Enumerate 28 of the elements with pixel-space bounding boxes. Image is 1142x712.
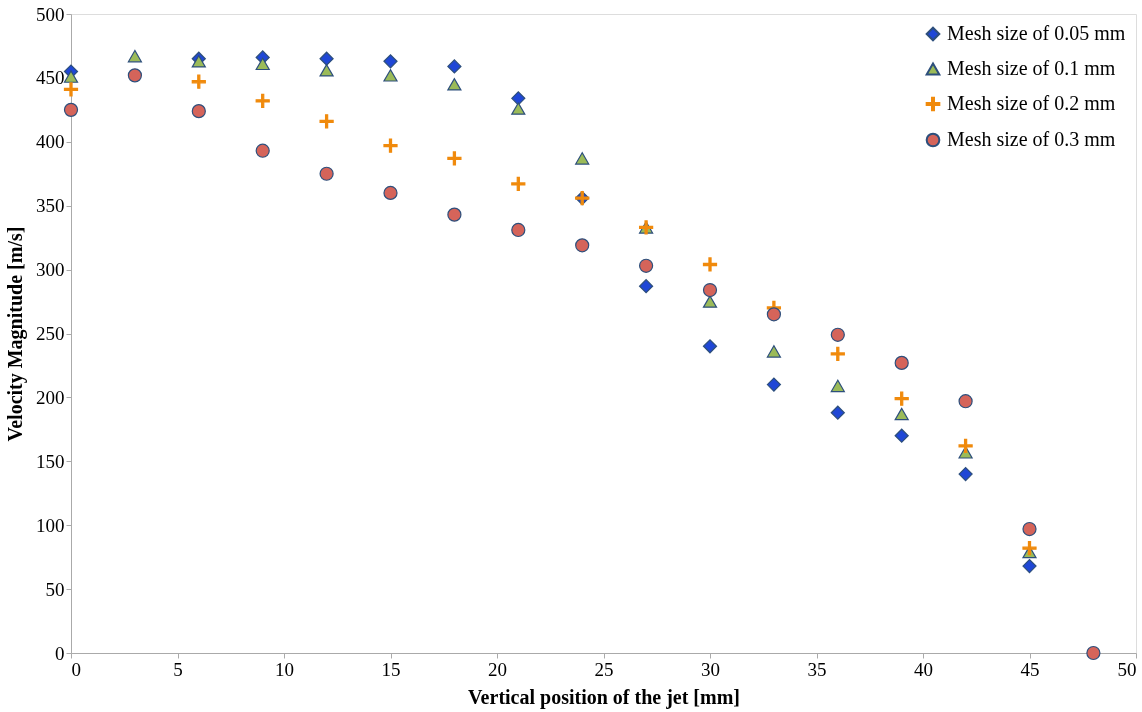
y-tick-label: 300 [36,259,65,281]
y-tick-label: 0 [55,642,65,664]
y-axis-title: Velocity Magnitude [m/s] [4,226,27,442]
x-tick-label: 20 [488,658,507,680]
y-tick-label: 150 [36,450,65,472]
x-tick-label: 35 [807,658,827,680]
legend-label: Mesh size of 0.05 mm [947,22,1126,44]
x-tick-label: 45 [1020,658,1040,680]
y-tick-label: 450 [36,67,65,89]
x-tick-label: 15 [381,658,401,680]
x-tick-label: 10 [275,658,294,680]
y-tick-label: 350 [36,195,65,217]
y-tick-label: 200 [36,386,65,408]
y-tick-label: 250 [36,323,65,344]
x-tick-label: 0 [71,658,81,680]
y-tick-label: 50 [45,578,65,600]
y-tick-label: 400 [36,131,65,153]
legend-label: Mesh size of 0.2 mm [947,92,1116,114]
x-axis-title: Vertical position of the jet [mm] [468,685,740,709]
x-tick-label: 30 [701,658,720,680]
legend-label: Mesh size of 0.1 mm [947,57,1116,79]
x-tick-label: 50 [1117,658,1137,680]
legend-label: Mesh size of 0.3 mm [947,128,1116,150]
x-tick-label: 25 [594,658,614,680]
y-tick-label: 100 [36,514,65,536]
x-tick-label: 40 [914,658,933,680]
y-tick-label: 500 [36,3,65,25]
x-tick-label: 5 [173,658,183,680]
